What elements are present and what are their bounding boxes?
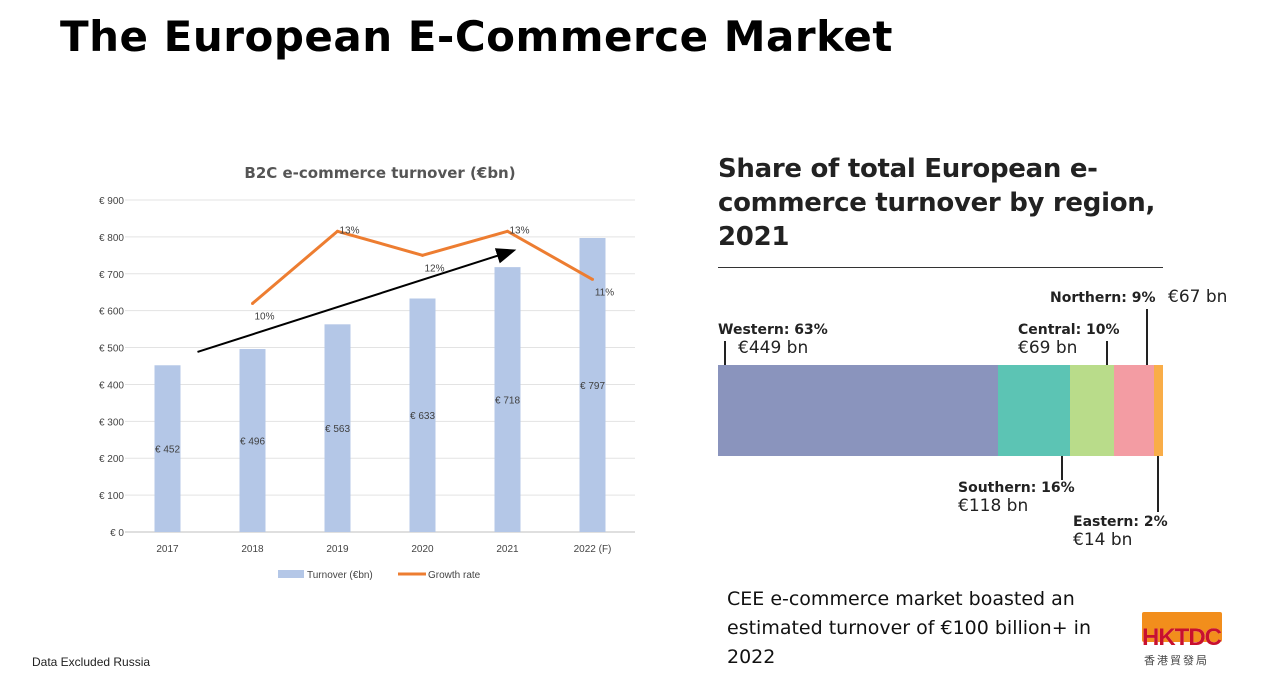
western-value-label: €449 bn [738,338,809,358]
growth-rate-label: 12% [424,263,444,274]
growth-rate-line [251,229,594,305]
growth-rate-point [591,277,594,281]
share-title-divider [718,267,1163,268]
growth-rate-point [336,229,339,233]
bar-value-label: € 563 [325,424,350,435]
growth-rate-label: 10% [254,311,274,322]
x-tick-label: 2018 [241,544,264,555]
growth-rate-label: 11% [595,287,614,298]
growth-rate-point [506,229,509,233]
leader-central [1106,341,1108,365]
bar-value-label: € 633 [410,411,435,422]
turnover-bar [494,267,521,532]
southern-share-label: Southern: 16% [958,480,1075,496]
y-tick-label: € 800 [99,233,124,244]
bar-value-label: € 496 [240,437,265,448]
turnover-bar [409,298,436,532]
turnover-bar [579,237,606,532]
logo-text: HKTDC [1142,624,1222,651]
trend-arrow [197,248,517,353]
chart-title: B2C e-commerce turnover (€bn) [244,164,515,182]
northern-share-label: Northern: 9% [1050,290,1156,306]
turnover-bar [239,349,266,532]
label-southern: Southern: 16% €118 bn [958,480,1075,516]
label-northern: Northern: 9% [1050,290,1156,306]
label-western: Western: 63% €449 bn [718,322,828,358]
y-tick-label: € 200 [99,454,124,465]
northern-value-label: €67 bn [1168,287,1228,307]
x-tick-label: 2020 [411,544,434,555]
legend-label-turnover: Turnover (€bn) [307,570,373,581]
bar-value-label: € 452 [155,445,180,456]
segment-eastern [1154,365,1163,456]
growth-rate-label: 13% [509,225,529,236]
growth-rate-point [251,301,254,305]
segment-western [718,365,999,456]
x-tick-label: 2022 (F) [574,544,612,555]
eastern-value-label: €14 bn [1073,530,1133,550]
central-share-label: Central: 10% [1018,322,1120,338]
y-tick-label: € 300 [99,417,124,428]
leader-southern [1061,456,1063,480]
label-eastern: Eastern: 2% €14 bn [1073,514,1168,550]
segment-central [1069,365,1115,456]
label-northern-value: €67 bn [1168,287,1227,307]
turnover-bar [324,324,351,532]
y-tick-label: € 600 [99,307,124,318]
region-stacked-bar [718,365,1163,456]
x-tick-label: 2021 [496,544,519,555]
leader-northern [1146,309,1148,365]
y-tick-label: € 900 [99,196,124,207]
turnover-bar [154,365,181,532]
hktdc-logo: HKTDC 香港貿發局 [1140,612,1225,668]
share-chart-title: Share of total European e-commerce turno… [718,154,1156,252]
x-tick-label: 2017 [156,544,179,555]
label-central: Central: 10% €69 bn [1018,322,1120,358]
segment-southern [998,365,1070,456]
logo-chinese-text: 香港貿發局 [1144,655,1209,667]
y-tick-label: € 700 [99,270,124,281]
growth-rate-label: 13% [339,225,359,236]
growth-rate-point [421,253,424,257]
southern-value-label: €118 bn [958,496,1029,516]
y-tick-label: € 0 [110,528,124,539]
logo-box [1142,612,1222,642]
central-value-label: €69 bn [1018,338,1078,358]
western-share-label: Western: 63% [718,322,828,338]
segment-northern [1114,365,1155,456]
x-tick-label: 2019 [326,544,349,555]
legend-label-growth: Growth rate [428,570,481,581]
y-tick-label: € 100 [99,491,124,502]
bar-value-label: € 718 [495,396,520,407]
y-tick-label: € 500 [99,344,124,355]
y-tick-label: € 400 [99,380,124,391]
eastern-share-label: Eastern: 2% [1073,514,1168,530]
cee-note: CEE e-commerce market boasted an estimat… [727,588,1091,668]
footnote: Data Excluded Russia [32,655,151,669]
turnover-chart: B2C e-commerce turnover (€bn) € 0 € 100 € 2… [99,164,635,581]
bar-value-label: € 797 [580,381,605,392]
leader-eastern [1157,456,1159,512]
page-title: The European E-Commerce Market [60,12,893,61]
leader-western [724,341,726,365]
legend-swatch-turnover [278,570,304,578]
